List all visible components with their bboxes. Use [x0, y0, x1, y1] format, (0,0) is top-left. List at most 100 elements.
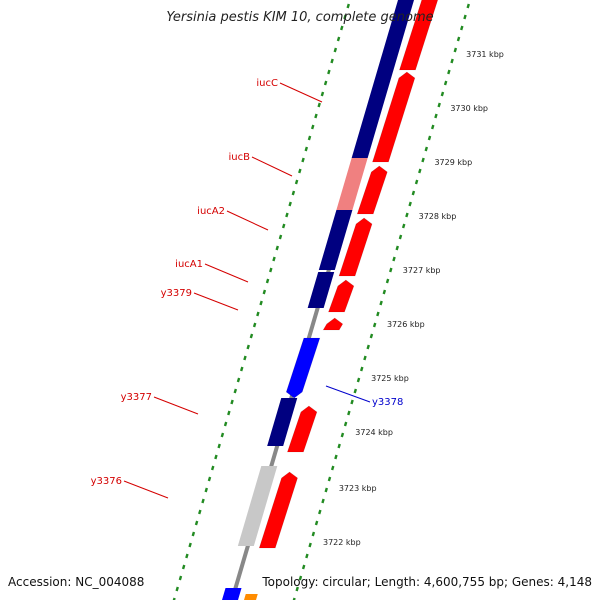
leader-line-iuca1: [204, 263, 249, 283]
outer-tick-track-mark: [204, 487, 209, 493]
cog-block-iucA1: [307, 272, 335, 308]
gene-feature-track: [244, 0, 439, 600]
outer-tick-track-mark: [194, 520, 199, 526]
cog-block-iucB: [336, 158, 368, 210]
inner-tick-track-mark: [327, 476, 332, 482]
inner-tick-track-mark: [298, 575, 303, 581]
inner-tick-track-mark: [295, 586, 299, 592]
gene-label-y3376: y3376: [91, 476, 122, 487]
outer-tick-track-mark: [201, 498, 205, 504]
outer-tick-track-mark: [188, 542, 192, 548]
outer-tick-track-mark: [249, 333, 254, 339]
leader-line-y3377: [153, 396, 199, 415]
outer-tick-track-mark: [185, 553, 189, 559]
inner-tick-track-mark: [424, 146, 429, 152]
inner-tick-track-mark: [359, 366, 364, 372]
gene-label-iuca2: iucA2: [197, 206, 225, 217]
inner-tick-track-mark: [466, 3, 470, 9]
outer-tick-track-mark: [191, 531, 196, 537]
gene-arrow-y3378: [285, 337, 321, 399]
outer-tick-track-mark: [298, 168, 302, 174]
leader-line-iucb: [251, 156, 293, 177]
inner-tick-track-mark: [334, 454, 338, 460]
map-title: Yersinia pestis KIM 10, complete genome: [166, 10, 434, 25]
leader-line-y3379: [193, 292, 239, 311]
cog-block-iucC: [351, 0, 414, 158]
outer-tick-track-mark: [285, 212, 289, 218]
scale-label-3723: 3723 kbp: [339, 484, 377, 493]
inner-tick-track-mark: [321, 498, 325, 504]
leader-line-y3376: [123, 480, 169, 499]
orange-feature: [244, 594, 258, 600]
outer-tick-track-mark: [246, 344, 250, 350]
inner-tick-track-mark: [408, 201, 412, 207]
outer-tick-track-mark: [278, 234, 283, 240]
inner-tick-track-mark: [430, 124, 435, 130]
outer-tick-track-mark: [320, 91, 325, 97]
inner-tick-track-mark: [372, 322, 377, 328]
cog-feature-track: [222, 0, 414, 600]
inner-tick-track-mark: [305, 553, 309, 559]
outer-tick-track-mark: [323, 80, 328, 86]
inner-tick-track-mark: [434, 113, 438, 119]
gene-arrow-iucA1: [328, 279, 355, 313]
scale-label-layer: 3731 kbp 3730 kbp 3729 kbp 3728 kbp 3727 kbp…: [323, 50, 504, 547]
outer-tick-track-mark: [272, 256, 276, 262]
inner-tick-track-mark: [379, 300, 383, 306]
gene-arrow-iucA2: [338, 217, 373, 277]
inner-tick-track-mark: [453, 47, 458, 53]
outer-tick-track-mark: [327, 69, 331, 75]
scale-label-3726: 3726 kbp: [387, 320, 425, 329]
inner-tick-track-mark: [460, 25, 464, 31]
outer-tick-track-mark: [310, 124, 315, 130]
gene-arrow-y3379: [322, 317, 344, 331]
inner-tick-track-mark: [343, 421, 348, 427]
inner-tick-track-mark: [389, 267, 393, 273]
outer-tick-track-mark: [243, 355, 247, 361]
scale-label-3722: 3722 kbp: [323, 538, 361, 547]
inner-tick-track-mark: [337, 443, 341, 449]
outer-tick-track-mark: [217, 443, 221, 449]
inner-tick-track-mark: [421, 157, 425, 163]
outer-tick-track-mark: [294, 179, 299, 185]
outer-tick-track-mark: [275, 245, 279, 251]
inner-tick-track-mark: [311, 531, 316, 537]
gene-label-iucb: iucB: [229, 152, 251, 163]
gene-label-iuca1: iucA1: [175, 259, 203, 270]
inner-tick-track-mark: [385, 278, 390, 284]
leader-line-y3378: [325, 385, 371, 403]
inner-tick-track-mark: [443, 80, 448, 86]
cog-block-iucA2: [318, 210, 353, 270]
gene-label-y3377: y3377: [121, 392, 152, 403]
inner-tick-track-mark: [392, 256, 396, 262]
outer-tick-track-mark: [239, 366, 244, 372]
outer-tick-track-mark: [281, 223, 286, 229]
genome-info-text: Topology: circular; Length: 4,600,755 bp…: [262, 575, 592, 589]
inner-tick-track-mark: [440, 91, 445, 97]
inner-tick-track-mark: [301, 564, 306, 570]
outer-tick-track-mark: [343, 14, 347, 20]
outer-tick-track-mark: [307, 135, 312, 141]
inner-tick-track-mark: [395, 245, 399, 251]
inner-tick-track-mark: [330, 465, 335, 471]
inner-tick-track-mark: [356, 377, 361, 383]
inner-tick-track-mark: [418, 168, 422, 174]
scale-label-3724: 3724 kbp: [355, 428, 393, 437]
cog-block-y3376: [237, 466, 278, 546]
cog-block-y3377: [267, 398, 298, 446]
outer-tick-track-mark: [265, 278, 270, 284]
inner-tick-track-mark: [382, 289, 387, 295]
scale-label-3731: 3731 kbp: [466, 50, 504, 59]
outer-tick-track-mark: [291, 190, 296, 196]
accession-text: Accession: NC_004088: [8, 575, 145, 589]
inner-tick-track-mark: [437, 102, 441, 108]
outer-tick-track-mark: [220, 432, 225, 438]
scale-label-3730: 3730 kbp: [450, 104, 488, 113]
inner-tick-track-mark: [463, 14, 467, 20]
gene-arrow-top: [399, 0, 439, 71]
gene-label-y3378: y3378: [372, 397, 403, 408]
inner-tick-track-mark: [347, 410, 351, 416]
outer-tick-track-mark: [233, 388, 238, 394]
